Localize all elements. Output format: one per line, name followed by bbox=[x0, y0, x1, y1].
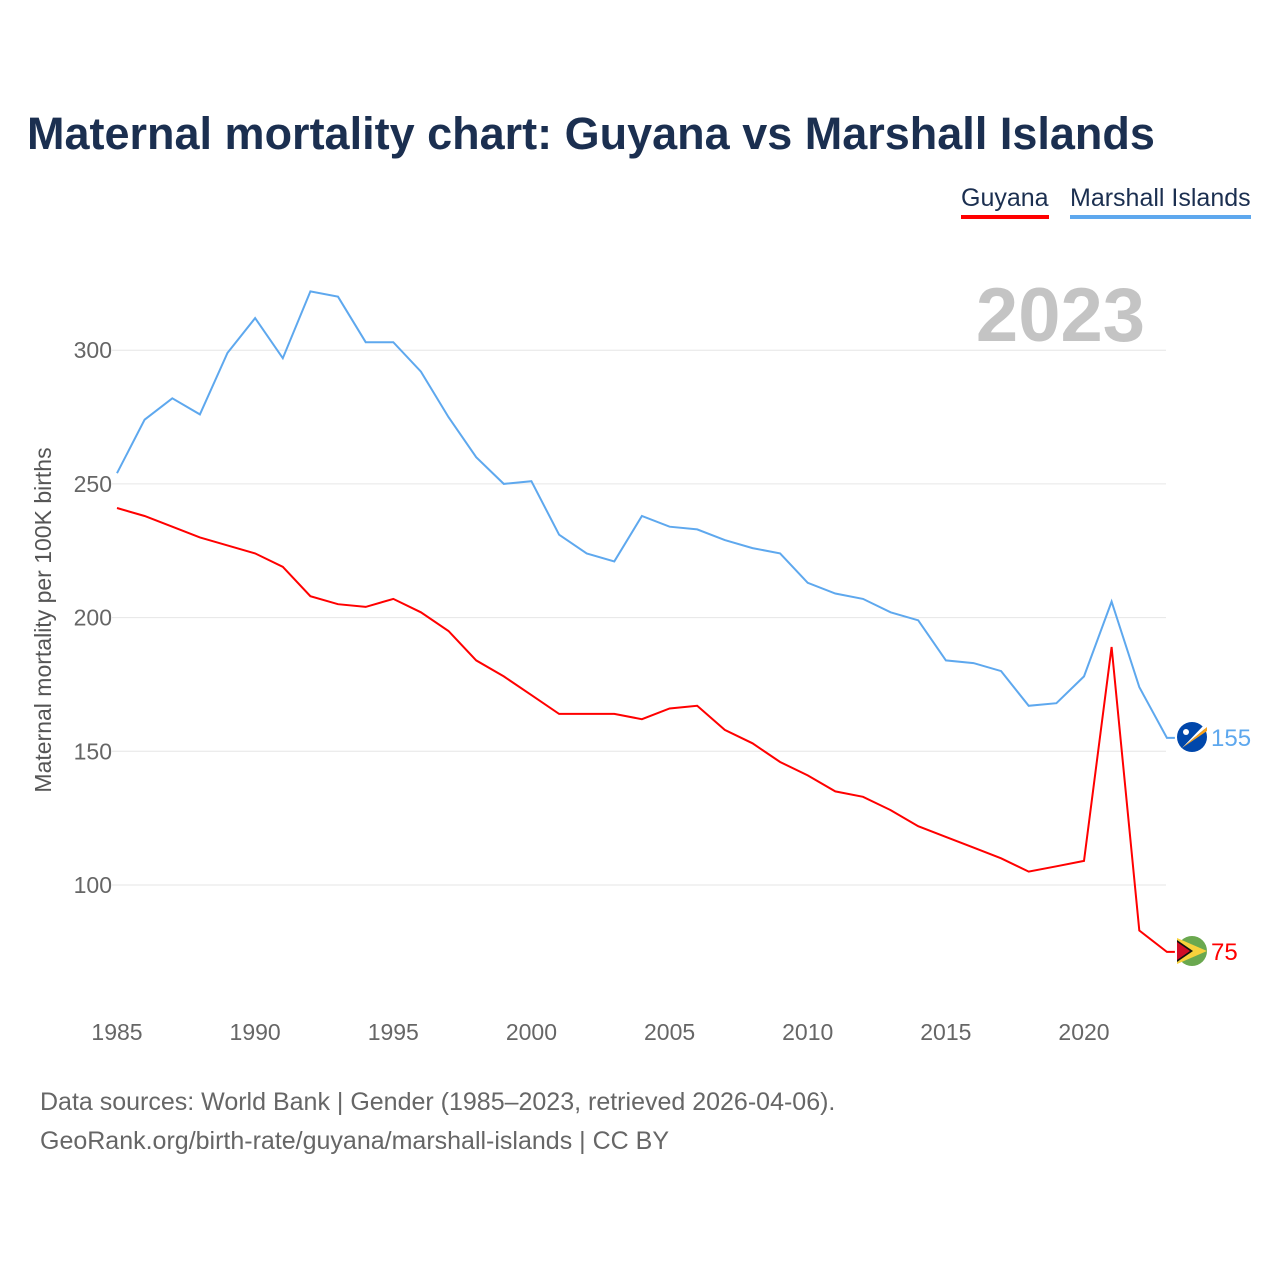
source-link[interactable]: GeoRank.org/birth-rate/guyana/marshall-i… bbox=[40, 1127, 669, 1155]
y-tick-label: 200 bbox=[74, 605, 112, 631]
chart-title: Maternal mortality chart: Guyana vs Mars… bbox=[27, 108, 1155, 159]
x-tick-label: 1990 bbox=[230, 1019, 281, 1045]
y-tick-label: 100 bbox=[74, 872, 112, 898]
x-tick-label: 2010 bbox=[782, 1019, 833, 1045]
x-tick-label: 2005 bbox=[644, 1019, 695, 1045]
y-axis-label: Maternal mortality per 100K births bbox=[30, 447, 56, 792]
series-line-guyana bbox=[116, 507, 1175, 953]
x-tick-label: 2000 bbox=[506, 1019, 557, 1045]
legend-marshall-islands[interactable]: Marshall Islands bbox=[1070, 184, 1251, 219]
guyana-flag-icon bbox=[1177, 936, 1207, 966]
x-tick-label: 2020 bbox=[1058, 1019, 1109, 1045]
x-tick-label: 1985 bbox=[91, 1019, 142, 1045]
end-value-label: 155 bbox=[1211, 725, 1251, 752]
x-tick-label: 1995 bbox=[368, 1019, 419, 1045]
marshall-islands-flag-icon bbox=[1177, 722, 1207, 752]
year-watermark: 2023 bbox=[976, 273, 1145, 358]
y-tick-label: 250 bbox=[74, 471, 112, 497]
end-value-label: 75 bbox=[1211, 939, 1238, 966]
y-tick-label: 150 bbox=[74, 738, 112, 764]
series-line-marshall-islands bbox=[116, 290, 1175, 739]
x-tick-label: 2015 bbox=[920, 1019, 971, 1045]
legend-guyana[interactable]: Guyana bbox=[961, 184, 1049, 219]
data-source-text: Data sources: World Bank | Gender (1985–… bbox=[40, 1088, 836, 1116]
y-tick-label: 300 bbox=[74, 337, 112, 363]
